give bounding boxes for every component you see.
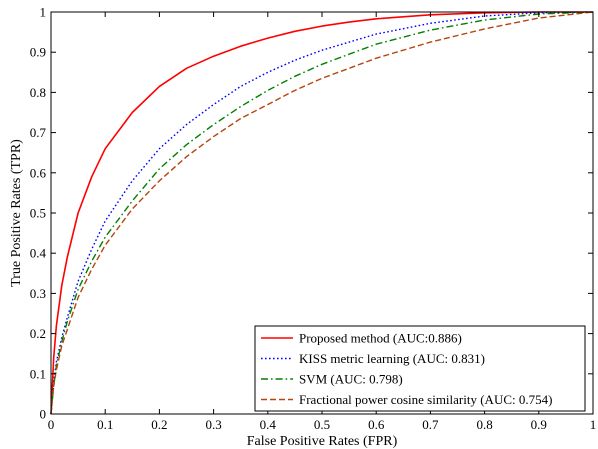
legend: Proposed method (AUC:0.886) KISS metric l… <box>254 325 586 412</box>
x-tick-label: 0.6 <box>368 417 385 432</box>
y-tick-label: 0.5 <box>30 206 46 221</box>
x-tick-label: 1 <box>590 417 597 432</box>
x-axis-label: False Positive Rates (FPR) <box>247 434 398 449</box>
series-layer <box>50 11 594 415</box>
x-tick-label: 0.3 <box>205 417 221 432</box>
series-line-1 <box>50 11 593 415</box>
y-tick-label: 0.3 <box>30 286 46 301</box>
y-tick-label: 0.8 <box>30 85 46 100</box>
x-tick-label: 0.8 <box>476 417 492 432</box>
y-tick-label: 0.7 <box>30 125 47 140</box>
series-line-2 <box>50 11 594 415</box>
legend-box <box>254 325 586 412</box>
legend-label-2: KISS metric learning (AUC: 0.831) <box>299 351 485 366</box>
series-line-4 <box>50 11 594 415</box>
y-tick-label: 0.1 <box>30 366 46 381</box>
x-tick-label: 0.7 <box>422 417 439 432</box>
y-tick-label: 0.2 <box>30 326 46 341</box>
x-tick-label: 0.1 <box>97 417 113 432</box>
y-tick-label: 0.4 <box>30 246 47 261</box>
series-line-3 <box>50 11 594 415</box>
y-tick-label: 0.9 <box>30 45 46 60</box>
y-tick-label: 1 <box>40 5 47 20</box>
legend-label-1: Proposed method (AUC:0.886) <box>299 331 462 346</box>
y-tick-label: 0.6 <box>30 165 47 180</box>
x-tick-label: 0.4 <box>260 417 277 432</box>
legend-label-4: Fractional power cosine similarity (AUC:… <box>299 392 552 407</box>
legend-label-3: SVM (AUC: 0.798) <box>299 372 403 387</box>
y-axis-label: True Positive Rates (TPR) <box>9 139 24 287</box>
x-tick-label: 0.5 <box>314 417 330 432</box>
tick-layer: 0 0.1 0.2 0.3 0.4 0.5 0.6 0.7 0.8 0.9 1 0 0.1 0.2 0.3 0… <box>30 5 597 433</box>
x-tick-label: 0 <box>48 417 55 432</box>
x-tick-label: 0.9 <box>531 417 547 432</box>
y-tick-label: 0 <box>40 407 47 422</box>
x-tick-label: 0.2 <box>151 417 167 432</box>
